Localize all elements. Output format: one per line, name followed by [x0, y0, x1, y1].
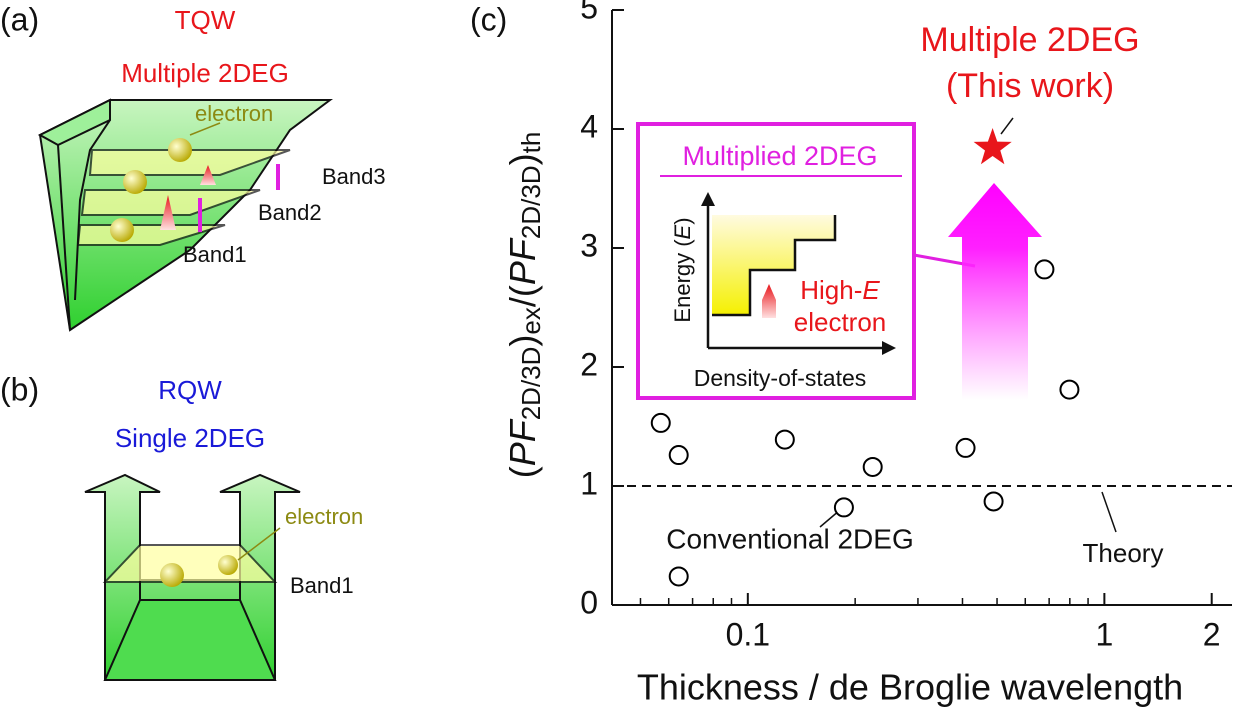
reference-label: Theory — [1083, 538, 1164, 568]
x-axis-label: Thickness / de Broglie wavelength — [637, 667, 1183, 708]
x-tick-label: 2 — [1203, 616, 1221, 652]
leader-line — [1101, 491, 1117, 533]
panel-tag: (b) — [0, 371, 39, 407]
band-label: Band2 — [258, 200, 322, 225]
label-part: ) — [502, 153, 543, 165]
annotation: Conventional 2DEG — [666, 523, 913, 554]
data-point — [668, 445, 689, 466]
label-part: ( — [502, 466, 543, 478]
data-point — [955, 437, 976, 458]
panel-subtitle: Single 2DEG — [115, 423, 265, 453]
band-label: Band3 — [322, 164, 386, 189]
panel-tag: (a) — [0, 1, 39, 37]
data-point — [833, 497, 854, 518]
band-label: Band1 — [183, 242, 247, 267]
particle-label: electron — [285, 504, 363, 529]
inset-y-label: Energy (E) — [670, 217, 695, 322]
panel-title: RQW — [158, 375, 222, 405]
inset: Multiplied 2DEG Energy (E) High-E electr… — [636, 122, 976, 400]
label-part: ex — [516, 307, 546, 334]
label-part: High- — [800, 275, 862, 305]
x-tick-label: 0.1 — [726, 616, 770, 652]
label-part: PF — [502, 237, 543, 285]
panel-a: (a) TQW Multiple 2DEG electron Band3 Ban… — [0, 1, 386, 332]
label-part: th — [516, 132, 546, 154]
label-part: 2D/3D — [516, 347, 546, 421]
panel-b: (b) RQW Single 2DEG electron Band1 — [0, 371, 363, 681]
inset-label: electron — [794, 307, 887, 337]
label-part: E — [862, 275, 880, 305]
label-part: /( — [502, 285, 543, 307]
big-arrow — [948, 183, 1042, 400]
panel-title: TQW — [175, 5, 236, 35]
label-part: Energy ( — [670, 239, 695, 323]
data-point — [668, 566, 689, 587]
data-point — [774, 429, 795, 450]
y-tick-label: 4 — [580, 108, 598, 144]
y-tick-label: 2 — [580, 346, 598, 382]
well-diagram — [37, 98, 333, 332]
highlight-label: Multiple 2DEG — [920, 21, 1139, 59]
inset-label: High-E — [800, 275, 880, 305]
data-point — [1059, 379, 1080, 400]
label-part: PF — [502, 418, 543, 466]
x-tick-label: 1 — [1095, 616, 1113, 652]
data-point — [983, 491, 1004, 512]
y-tick-label: 5 — [580, 0, 598, 25]
data-point — [862, 456, 883, 477]
leader-line — [1000, 117, 1014, 135]
y-tick-label: 0 — [580, 584, 598, 620]
y-tick-label: 3 — [580, 227, 598, 263]
particle-label: electron — [195, 101, 273, 126]
label-part: ) — [670, 217, 695, 224]
chart: (c) Thickness / de Broglie wavelength (P… — [470, 0, 1232, 708]
band-label: Band1 — [290, 573, 354, 598]
y-axis-label: (PF2D/3D)ex/(PF2D/3D)th — [502, 132, 546, 479]
label-part: E — [670, 224, 695, 239]
highlight-star — [973, 128, 1012, 165]
label-part: 2D/3D — [516, 165, 546, 239]
inset-title: Multiplied 2DEG — [682, 141, 877, 171]
inset-x-label: Density-of-states — [694, 365, 867, 391]
data-point — [650, 412, 671, 433]
panel-subtitle: Multiple 2DEG — [121, 58, 289, 88]
y-tick-label: 1 — [580, 465, 598, 501]
data-point — [1034, 259, 1055, 280]
label-part: ) — [502, 335, 543, 347]
panel-tag: (c) — [470, 1, 507, 37]
well-diagram — [84, 473, 301, 681]
highlight-label: (This work) — [946, 67, 1114, 105]
